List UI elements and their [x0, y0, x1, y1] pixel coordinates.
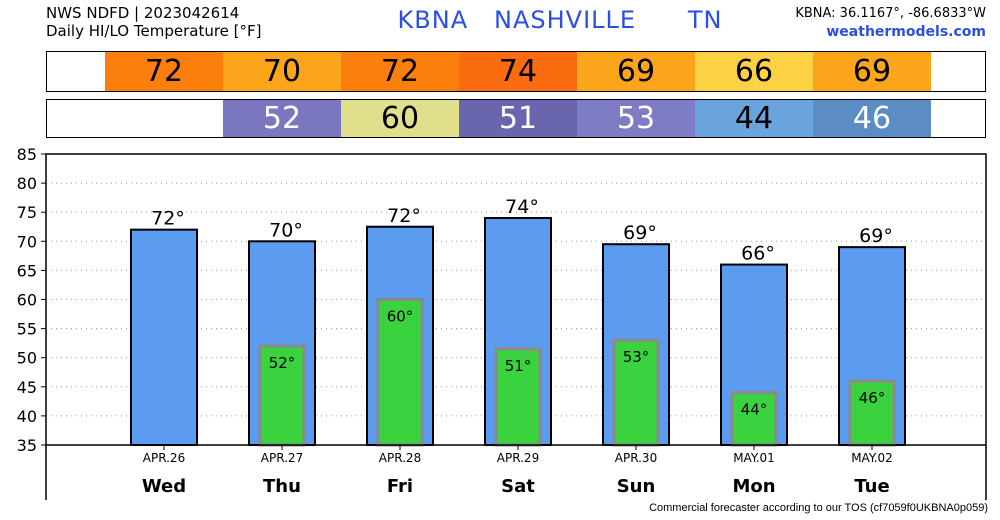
low-temp-bar	[612, 338, 660, 447]
low-temp-label: 46°	[859, 389, 886, 407]
y-tick-label: 35	[17, 436, 37, 455]
y-tick-label: 70	[17, 232, 37, 251]
station-city: NASHVILLE	[494, 6, 637, 34]
lo_strip-cell: 60	[341, 100, 459, 137]
low-temp-label: 52°	[269, 354, 296, 372]
model-run-label: NWS NDFD | 2023042614	[46, 4, 240, 22]
station-code: KBNA	[397, 6, 469, 34]
site-link[interactable]: weathermodels.com	[826, 24, 986, 40]
weekday-label: Wed	[142, 476, 186, 497]
date-label: MAY.02	[851, 451, 893, 465]
y-tick-label: 60	[17, 291, 37, 310]
date-label: APR.29	[497, 451, 539, 465]
weekday-label: Tue	[854, 476, 889, 497]
high-temp-label: 72°	[387, 205, 421, 227]
low-temp-label: 53°	[623, 348, 650, 366]
date-label: APR.28	[379, 451, 421, 465]
lo_strip-cell: 53	[577, 100, 695, 137]
low-temp-bar	[494, 347, 542, 447]
bars: 72° 70° 52° 72° 60° 74° 51° 69° 53° 66° 44° 69° 46°	[130, 196, 906, 447]
date-label: APR.27	[261, 451, 303, 465]
y-tick-label: 75	[17, 203, 37, 222]
high-temp-label: 72°	[151, 208, 185, 230]
low-temp-label: 44°	[741, 401, 768, 419]
hi_strip-cell: 72	[105, 52, 223, 91]
hi_strip-cell: 66	[695, 52, 813, 91]
high-temp-bar	[130, 228, 198, 446]
lo_strip-cell: 51	[459, 100, 577, 137]
station-title: KBNA NASHVILLE TN	[300, 6, 820, 34]
station-coords: KBNA: 36.1167°, -86.6833°W	[795, 6, 986, 21]
low-temp-bar	[376, 298, 424, 447]
date-label: APR.26	[143, 451, 185, 465]
hi_strip-cell: 74	[459, 52, 577, 91]
low-temp-bar	[258, 344, 306, 447]
weekday-label: Fri	[387, 476, 413, 497]
hi_strip-cell: 70	[223, 52, 341, 91]
y-tick-label: 65	[17, 261, 37, 280]
lo_strip-cell: 46	[813, 100, 931, 137]
y-tick-label: 85	[17, 145, 37, 164]
y-tick-label: 55	[17, 320, 37, 339]
high-temp-label: 69°	[859, 225, 893, 247]
y-tick-label: 50	[17, 349, 37, 368]
y-tick-label: 40	[17, 407, 37, 426]
high-temp-label: 69°	[623, 222, 657, 244]
weekday-label: Thu	[263, 476, 301, 497]
lo_strip-cell: 44	[695, 100, 813, 137]
weekday-label: Sun	[617, 476, 656, 497]
low-temp-strip: 52 60 51 53 44 46	[46, 99, 986, 138]
hi_strip-cell: 69	[577, 52, 695, 91]
product-title: Daily HI/LO Temperature [°F]	[46, 22, 262, 40]
low-temp-label: 60°	[387, 308, 414, 326]
footer-note: Commercial forecaster according to our T…	[649, 502, 988, 514]
header-left: NWS NDFD | 2023042614 Daily HI/LO Temper…	[46, 4, 262, 40]
high-temp-label: 66°	[741, 243, 775, 265]
high-temp-label: 74°	[505, 196, 539, 218]
y-tick-label: 45	[17, 378, 37, 397]
hi_strip-cell: 69	[813, 52, 931, 91]
weekday-label: Sat	[501, 476, 535, 497]
axes: 35 40 45 50 55 60 65 70 75 80 85 APR.26 Wed APR.27 Thu…	[17, 145, 987, 500]
low-temp-label: 51°	[505, 357, 532, 375]
station-state: TN	[687, 6, 723, 34]
weekday-label: Mon	[732, 476, 775, 497]
lo_strip-cell: 52	[223, 100, 341, 137]
date-label: APR.30	[615, 451, 657, 465]
y-tick-label: 80	[17, 174, 37, 193]
header-right: KBNA: 36.1167°, -86.6833°W weathermodels…	[795, 4, 986, 42]
high-temp-label: 70°	[269, 219, 303, 241]
date-label: MAY.01	[733, 451, 775, 465]
lo_strip-cell	[105, 100, 223, 137]
hi_strip-cell: 72	[341, 52, 459, 91]
high-temp-strip: 72 70 72 74 69 66 69	[46, 51, 986, 92]
